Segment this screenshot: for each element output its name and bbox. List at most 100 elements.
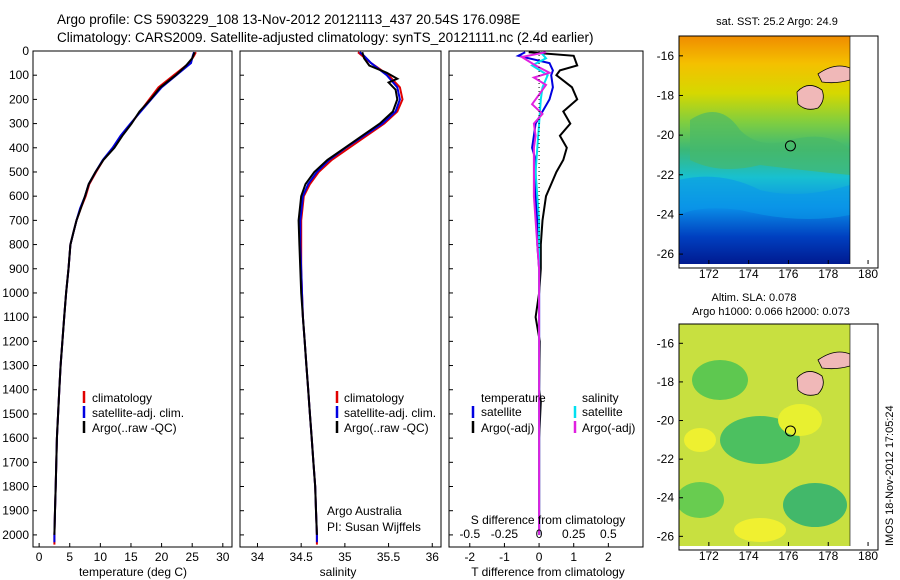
x-tick-label: 35: [338, 550, 352, 564]
depth-tick-label: 300: [9, 117, 29, 131]
map-y-tick-label: -18: [657, 375, 675, 389]
depth-tick-label: 1400: [2, 383, 29, 397]
argo-position-marker: [784, 140, 796, 152]
sst-cool-patch: [679, 176, 850, 219]
map-y-tick-label: -16: [657, 336, 675, 350]
depth-tick-label: 1000: [2, 286, 29, 300]
depth-tick-label: 1300: [2, 359, 29, 373]
map-y-tick-label: -22: [657, 452, 675, 466]
island-fiji: [796, 85, 824, 110]
sst-map: [679, 36, 850, 264]
island-vanua-levu: [817, 351, 850, 370]
sst-map-frame: [678, 35, 879, 269]
map-x-tick-label: 172: [699, 549, 719, 563]
map-y-tick-label: -20: [657, 128, 675, 142]
x-tick-label: 15: [124, 550, 138, 564]
sla-map-axes: 172 174 176 178 180 -16 -18 -20 -22 -24 -26: [657, 336, 879, 563]
depth-tick-label: 500: [9, 165, 29, 179]
depth-tick-label: 900: [9, 262, 29, 276]
legend-label-satellite: satellite-adj. clim.: [344, 406, 436, 420]
x-tick-label: 20: [155, 550, 169, 564]
sla-map-title-line-2: Argo h1000: 0.066 h2000: 0.073: [692, 306, 850, 318]
map-y-tick-label: -22: [657, 168, 675, 182]
argo-position-marker: [784, 425, 796, 437]
map-y-tick-label: -26: [657, 247, 675, 261]
map-y-tick-label: -24: [657, 207, 675, 221]
depth-tick-label: 200: [9, 92, 29, 106]
depth-tick-label: 1100: [3, 310, 29, 324]
map-x-tick-label: 176: [778, 549, 798, 563]
difference-xlabel-top: S difference from climatology: [471, 513, 626, 527]
map-y-tick-label: -18: [657, 88, 675, 102]
sst-map-axes: 172 174 176 178 180 -16 -18 -20 -22 -24 -26: [657, 49, 879, 281]
map-x-tick-label: 176: [778, 267, 798, 281]
s-diff-tick-label: -0.5: [459, 527, 480, 541]
x-tick-label: 36: [426, 550, 440, 564]
depth-tick-label: 800: [9, 238, 29, 252]
legend-header-salinity: salinity: [582, 391, 619, 405]
sla-low-patch: [783, 483, 847, 527]
depth-tick-label: 1200: [2, 334, 29, 348]
series-line-satellite-adj-clim-: [299, 51, 401, 543]
depth-tick-label: 100: [9, 68, 29, 82]
depth-tick-label: 700: [9, 213, 29, 227]
legend-label-satellite: satellite-adj. clim.: [92, 406, 184, 420]
x-tick-label: 34.5: [289, 550, 313, 564]
sla-low-patch: [692, 360, 748, 400]
map-x-tick-label: 178: [818, 267, 838, 281]
legend-label-climatology: climatology: [344, 391, 404, 405]
depth-tick-label: 1700: [2, 455, 29, 469]
header-line-1: Argo profile: CS 5903229_108 13-Nov-2012…: [57, 12, 520, 27]
map-y-tick-label: -26: [657, 529, 675, 543]
x-tick-label: 10: [94, 550, 108, 564]
depth-tick-label: 1600: [2, 431, 29, 445]
map-x-tick-label: 174: [739, 267, 759, 281]
map-x-tick-label: 178: [818, 549, 838, 563]
depth-tick-label: 2000: [2, 528, 29, 542]
map-y-tick-label: -24: [657, 491, 675, 505]
series-line-argo-raw-qc-: [297, 51, 400, 535]
x-tick-label: 34: [251, 550, 265, 564]
map-x-tick-label: 172: [699, 267, 719, 281]
temperature-panel-frame: [32, 50, 233, 548]
legend-label-t-satellite: satellite: [481, 405, 522, 419]
legend-label-t-argo: Argo(-adj): [481, 421, 534, 435]
series-line-s-argo-adj-: [519, 51, 553, 535]
depth-tick-label: 1800: [2, 480, 29, 494]
legend-label-s-satellite: satellite: [582, 405, 623, 419]
sla-low-patch: [679, 482, 724, 518]
sst-warm-patch: [690, 112, 850, 175]
map-y-tick-label: -16: [657, 49, 675, 63]
x-tick-label: 5: [66, 550, 73, 564]
salinity-plot: 34 34.5 35 35.5 36: [251, 51, 440, 564]
depth-tick-label: 600: [9, 189, 29, 203]
salinity-xlabel: salinity: [320, 565, 357, 579]
s-diff-tick-label: -0.25: [491, 527, 519, 541]
legend-label-climatology: climatology: [92, 391, 152, 405]
x-tick-label: 2: [605, 550, 612, 564]
series-line-t-satellite: [515, 51, 554, 535]
x-tick-label: 35.5: [377, 550, 401, 564]
difference-plot: -2 -1 0 1 2 -0.5 -0.25 0 0.25 0.5: [459, 51, 617, 564]
temperature-xlabel: temperature (deg C): [79, 565, 187, 579]
difference-xlabel: T difference from climatology: [471, 565, 625, 579]
island-vanua-levu: [817, 65, 850, 84]
sla-low-patch: [720, 416, 800, 464]
imos-timestamp: IMOS 18-Nov-2012 17:05:24: [884, 405, 896, 546]
depth-axis: 0 100 200 300 400 500 600 700 800 900 1000 1100 1200…: [2, 44, 453, 542]
legend-label-argo: Argo(..raw -QC): [344, 421, 429, 435]
map-x-tick-label: 174: [739, 549, 759, 563]
salinity-panel-frame: [239, 50, 442, 548]
legend-label-s-argo: Argo(-adj): [582, 421, 635, 435]
difference-panel-frame: [448, 50, 644, 548]
series-line-satellite-adj-clim-: [53, 51, 195, 543]
salinity-legend: climatology satellite-adj. clim. Argo(..…: [335, 391, 436, 435]
x-tick-label: 0: [536, 550, 543, 564]
sla-map-title-line-1: Altim. SLA: 0.078: [712, 292, 797, 304]
island-fiji: [796, 371, 824, 396]
difference-legend: temperature salinity satellite Argo(-adj…: [471, 391, 635, 435]
temperature-legend: climatology satellite-adj. clim. Argo(..…: [82, 391, 184, 435]
legend-label-argo: Argo(..raw -QC): [92, 421, 177, 435]
s-diff-tick-label: 0: [536, 527, 543, 541]
x-tick-label: -1: [499, 550, 510, 564]
